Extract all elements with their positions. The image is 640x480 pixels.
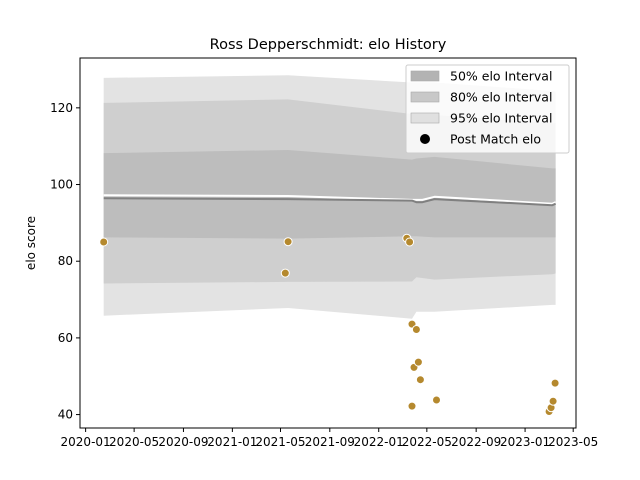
x-tick-label-3: 2021-01 [207,435,257,449]
post-match-point-0 [99,237,109,247]
elo-line-4 [103,197,557,207]
y-axis-label: elo score [24,216,38,270]
x-tick-label-5: 2021-09 [305,435,355,449]
legend-label-1: 80% elo Interval [450,90,552,105]
y-tick-label-4: 120 [50,101,73,115]
y-axis: 40 60 80 100 120 [50,101,80,422]
x-tick-label-4: 2021-05 [255,435,305,449]
legend-label-2: 95% elo Interval [450,111,552,126]
post-match-points [99,233,560,416]
x-tick-label-8: 2022-09 [451,435,501,449]
post-match-point-4 [405,237,415,247]
x-tick-label-6: 2022-01 [354,435,404,449]
legend-swatch-0 [410,70,440,82]
y-tick-label-0: 40 [58,408,73,422]
post-match-point-6 [407,401,417,411]
x-tick-label-10: 2023-05 [548,435,598,449]
y-tick-label-1: 60 [58,331,73,345]
legend-label-3: Post Match elo [450,132,541,147]
x-tick-label-9: 2023-01 [500,435,550,449]
post-match-point-1 [280,268,290,278]
x-tick-label-1: 2020-05 [109,435,159,449]
chart-title: Ross Depperschmidt: elo History [210,37,447,53]
x-tick-label-7: 2022-05 [402,435,452,449]
legend: 50% elo Interval 80% elo Interval 95% elo … [405,64,570,154]
legend-swatch-1 [410,91,440,103]
plot-frame [79,57,577,429]
post-match-point-8 [411,325,421,334]
x-tick-label-0: 2020-01 [61,435,111,449]
legend-label-0: 50% elo Interval [450,69,552,84]
post-match-point-10 [415,375,425,385]
legend-swatch-2 [410,112,440,124]
y-tick-label-3: 100 [50,178,73,192]
post-match-point-11 [432,395,441,405]
interval-band-2 [103,150,556,239]
post-match-point-15 [550,378,560,388]
x-tick-label-2: 2020-09 [158,435,208,449]
legend-box [405,64,570,154]
post-match-point-9 [413,357,423,367]
post-match-point-14 [548,396,558,406]
post-match-point-2 [283,237,293,247]
elo-line-3 [103,194,557,205]
y-tick-label-2: 80 [58,254,73,268]
elo-lines [103,194,557,207]
legend-marker-3 [420,134,430,144]
